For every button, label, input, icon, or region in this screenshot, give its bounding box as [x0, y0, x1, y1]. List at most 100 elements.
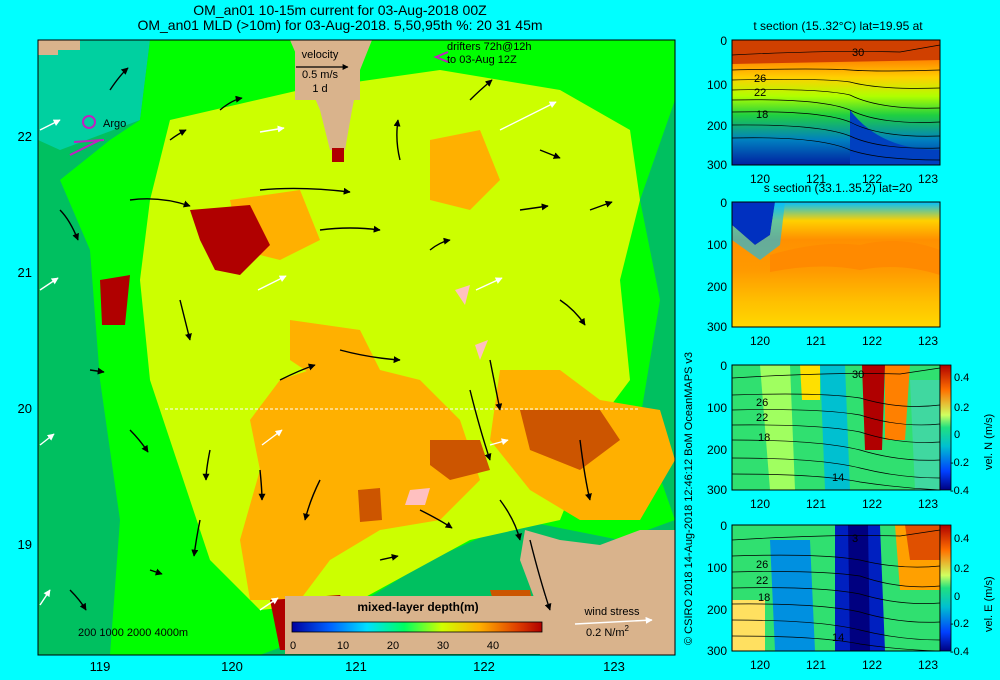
s-x-tick: 122 [862, 334, 882, 348]
s-y-tick: 300 [707, 320, 727, 334]
vel-n-panel: 30 26 22 18 14 0.4 0.2 0 -0.2 -0.4 vel. … [707, 359, 995, 511]
drifters-label-1: drifters 72h@12h [447, 41, 532, 53]
ve-y-tick: 0 [720, 519, 727, 533]
ve-contour-label: 26 [756, 559, 768, 571]
s-x-tick: 121 [806, 334, 826, 348]
vn-cbar-label: vel. N (m/s) [983, 414, 995, 470]
t-y-tick: 300 [707, 158, 727, 172]
mld-tick-40: 40 [487, 640, 499, 652]
mld-colorbar-title: mixed-layer depth(m) [357, 600, 478, 614]
t-contour-label: 18 [756, 109, 768, 121]
argo-label: Argo [103, 118, 126, 130]
vn-y-tick: 300 [707, 483, 727, 497]
t-section-panel: t section (15..32°C) lat=19.95 at 30 26 … [707, 19, 941, 186]
drifter-track-icon [69, 139, 105, 156]
vn-y-tick: 200 [707, 443, 727, 457]
mld-tick-10: 10 [337, 640, 349, 652]
map-y-ticks: 22 21 20 19 [18, 129, 32, 552]
wind-stress-label: wind stress [583, 606, 640, 618]
s-section-title: s section (33.1..35.2) lat=20 [764, 181, 913, 195]
vn-cbar-tick: 0.4 [954, 372, 969, 384]
vel-e-panel: 3 26 22 18 14 0.4 0.2 0 -0.2 -0.4 vel. E… [707, 519, 995, 672]
drifter-head-icon [433, 51, 449, 63]
map-x-tick: 119 [90, 659, 111, 674]
map-y-tick: 19 [18, 537, 32, 552]
t-contour-label: 26 [754, 73, 766, 85]
map-x-ticks: 119 120 121 122 123 [90, 659, 625, 674]
t-x-tick: 123 [918, 172, 938, 186]
vn-contour-label: 26 [756, 397, 768, 409]
map-x-tick: 121 [345, 659, 367, 674]
vn-cbar-tick: -0.2 [950, 457, 969, 469]
ve-x-tick: 120 [750, 658, 770, 672]
t-x-tick: 122 [862, 172, 882, 186]
map-plot-area [37, 39, 676, 656]
map-y-tick: 21 [18, 265, 32, 280]
ve-y-tick: 200 [707, 603, 727, 617]
velocity-key-label: velocity [302, 49, 339, 61]
current-vectors [59, 67, 613, 611]
map-title-line1: OM_an01 10-15m current for 03-Aug-2018 0… [193, 2, 487, 18]
velocity-key: velocity 0.5 m/s 1 d [295, 46, 360, 100]
vn-contour-label: 30 [852, 369, 864, 381]
map-title-line2: OM_an01 MLD (>10m) for 03-Aug-2018. 5,50… [137, 17, 543, 33]
ve-x-tick: 122 [862, 658, 882, 672]
t-x-tick: 120 [750, 172, 770, 186]
ve-y-tick: 100 [707, 561, 727, 575]
t-section-title: t section (15..32°C) lat=19.95 at [753, 19, 923, 33]
vn-contour-label: 14 [832, 472, 844, 484]
credit-text: © CSIRO 2018 14-Aug-2018 12:46:12 BoM Oc… [683, 352, 695, 645]
ve-cbar-tick: -0.4 [950, 646, 969, 658]
vn-x-tick: 121 [806, 497, 826, 511]
vn-cbar-tick: 0.2 [954, 402, 969, 414]
map-y-tick: 20 [18, 401, 32, 416]
ve-contour-label: 14 [832, 632, 844, 644]
t-x-tick: 121 [806, 172, 826, 186]
wind-stress-key: wind stress 0.2 N/m2 [574, 606, 653, 639]
map-x-tick: 122 [473, 659, 495, 674]
ve-contour-label: 3 [852, 533, 858, 545]
wind-stress-value: 0.2 N/m2 [586, 624, 630, 639]
mld-tick-30: 30 [437, 640, 449, 652]
s-x-tick: 123 [918, 334, 938, 348]
t-y-tick: 100 [707, 78, 727, 92]
map-x-tick: 123 [603, 659, 625, 674]
mld-tick-20: 20 [387, 640, 399, 652]
map-y-tick: 22 [18, 129, 32, 144]
s-y-tick: 100 [707, 238, 727, 252]
ve-cbar-tick: 0.4 [954, 533, 969, 545]
t-contour-label: 22 [754, 87, 766, 99]
vn-contour-label: 22 [756, 412, 768, 424]
ve-contour-label: 18 [758, 592, 770, 604]
ve-contour-label: 22 [756, 575, 768, 587]
vn-y-tick: 0 [720, 359, 727, 373]
velocity-key-duration: 1 d [312, 83, 327, 95]
mld-colorbar: mixed-layer depth(m) 0 10 20 30 40 [285, 596, 545, 654]
t-y-tick: 200 [707, 119, 727, 133]
s-y-tick: 200 [707, 280, 727, 294]
vn-y-tick: 100 [707, 401, 727, 415]
vn-cbar-tick: 0 [954, 429, 960, 441]
mld-tick-0: 0 [290, 640, 296, 652]
ve-x-tick: 123 [918, 658, 938, 672]
s-x-tick: 120 [750, 334, 770, 348]
ve-cbar-label: vel. E (m/s) [983, 576, 995, 632]
drifters-label-2: to 03-Aug 12Z [447, 54, 517, 66]
map-x-tick: 120 [221, 659, 243, 674]
t-y-tick: 0 [720, 34, 727, 48]
vn-x-tick: 123 [918, 497, 938, 511]
vn-contour-label: 18 [758, 432, 770, 444]
bathymetry-legend: 200 1000 2000 4000m [78, 627, 188, 639]
argo-marker-icon [82, 115, 96, 129]
ve-x-tick: 121 [806, 658, 826, 672]
s-y-tick: 0 [720, 196, 727, 210]
t-contour-label: 30 [852, 47, 864, 59]
vn-cbar-tick: -0.4 [950, 485, 969, 497]
ve-cbar-tick: 0 [954, 591, 960, 603]
velocity-key-speed: 0.5 m/s [302, 69, 339, 81]
vn-x-tick: 122 [862, 497, 882, 511]
s-section-panel: s section (33.1..35.2) lat=20 0 100 200 … [707, 181, 941, 348]
ve-cbar-tick: -0.2 [950, 618, 969, 630]
land-southeast [520, 530, 675, 655]
